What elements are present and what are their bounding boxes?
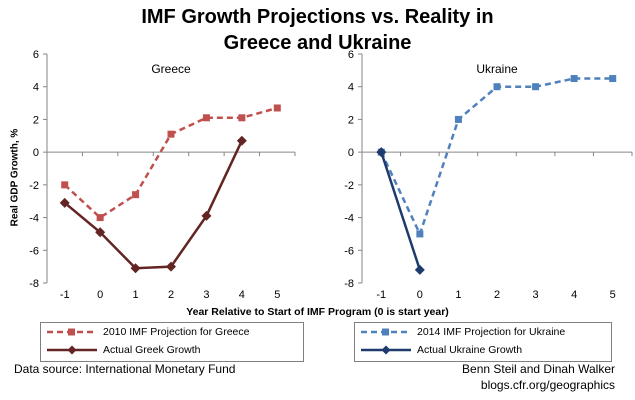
x-tick-label: 3 — [203, 289, 209, 301]
x-tick-label: 4 — [571, 289, 577, 301]
x-tick-label: 1 — [455, 289, 461, 301]
x-tick-label: 0 — [417, 289, 423, 301]
point-actual-ukraine — [414, 264, 425, 275]
dashed-square-line-icon — [47, 328, 97, 336]
x-axis-title: Year Relative to Start of IMF Program (0… — [186, 306, 449, 318]
x-tick-label: 3 — [533, 289, 539, 301]
point-projection-ukraine — [570, 75, 578, 83]
y-tick-label: 4 — [33, 82, 39, 94]
point-projection-ukraine — [493, 83, 501, 91]
solid-diamond-line-icon — [361, 345, 411, 355]
point-projection-greece — [132, 191, 140, 199]
chart-title-line-1: IMF Growth Projections vs. Reality in — [141, 6, 494, 28]
series-line-projection-greece — [63, 106, 278, 220]
ukraine-panel: -8 -6 -4 -2 0 2 4 6 -1 0 1 2 3 4 5 Ukraine — [344, 49, 633, 301]
y-tick-label: -4 — [29, 213, 39, 225]
y-tick-label: 4 — [348, 82, 354, 94]
point-actual-greece — [166, 261, 176, 272]
x-tick-label: 2 — [168, 289, 174, 301]
point-projection-ukraine — [609, 75, 617, 83]
legend-item-greece-actual: Actual Greek Growth — [41, 341, 303, 359]
x-tick-label: 0 — [97, 289, 103, 301]
site-credit: blogs.cfr.org/geographics — [480, 378, 615, 392]
legend-label-ukraine-actual: Actual Ukraine Growth — [417, 344, 523, 356]
y-tick-label: -8 — [29, 278, 39, 290]
y-tick-label: -4 — [344, 213, 354, 225]
y-tick-label: 6 — [348, 49, 354, 61]
authors-credit: Benn Steil and Dinah Walker — [462, 362, 615, 376]
dashed-square-line-icon — [361, 328, 411, 336]
point-actual-greece — [201, 210, 212, 221]
chart-title-line-2: Greece and Ukraine — [223, 32, 412, 54]
point-projection-ukraine — [454, 115, 462, 123]
series-line-actual-ukraine — [380, 151, 422, 271]
solid-diamond-line-icon — [47, 345, 97, 355]
legend-item-ukraine-projection: 2014 IMF Projection for Ukraine — [355, 323, 611, 341]
series-line-projection-ukraine — [380, 77, 613, 238]
point-projection-ukraine — [416, 230, 424, 238]
point-projection-greece — [238, 114, 246, 122]
y-tick-label: 0 — [348, 147, 354, 159]
point-actual-ukraine — [376, 147, 387, 158]
y-tick-label: -2 — [344, 180, 354, 192]
greece-legend: 2010 IMF Projection for Greece Actual Gr… — [40, 322, 304, 362]
point-projection-greece — [167, 130, 175, 138]
y-tick-label: 2 — [348, 114, 354, 126]
y-tick-label: 6 — [33, 49, 39, 61]
y-tick-label: 2 — [33, 114, 39, 126]
legend-label-ukraine-projection: 2014 IMF Projection for Ukraine — [417, 326, 566, 338]
x-tick-label: 4 — [239, 289, 245, 301]
x-tick-label: 5 — [274, 289, 280, 301]
x-tick-label: -1 — [60, 289, 70, 301]
point-projection-greece — [202, 114, 210, 122]
panel-title-greece: Greece — [151, 62, 191, 76]
point-projection-greece — [96, 214, 104, 222]
point-actual-greece — [130, 263, 141, 274]
y-tick-label: -2 — [29, 180, 39, 192]
y-tick-label: -8 — [344, 278, 354, 290]
x-tick-label: 1 — [133, 289, 139, 301]
x-tick-label: 2 — [494, 289, 500, 301]
point-actual-greece — [59, 197, 70, 208]
y-tick-label: -6 — [344, 245, 354, 257]
greece-panel: -8 -6 -4 -2 0 2 4 6 -1 0 1 2 3 4 5 Greece — [29, 49, 296, 301]
ukraine-legend: 2014 IMF Projection for Ukraine Actual U… — [354, 322, 612, 362]
x-tick-label: 5 — [610, 289, 616, 301]
legend-label-greece-projection: 2010 IMF Projection for Greece — [103, 326, 250, 338]
legend-item-ukraine-actual: Actual Ukraine Growth — [355, 341, 611, 359]
panel-title-ukraine: Ukraine — [476, 62, 518, 76]
point-projection-greece — [273, 104, 281, 112]
point-actual-greece — [236, 135, 247, 146]
y-axis-title: Real GDP Growth, % — [9, 128, 21, 227]
legend-item-greece-projection: 2010 IMF Projection for Greece — [41, 323, 303, 341]
series-line-actual-greece — [63, 140, 243, 270]
y-tick-label: 0 — [33, 147, 39, 159]
x-tick-label: -1 — [376, 289, 386, 301]
point-projection-greece — [61, 181, 69, 189]
point-projection-ukraine — [532, 83, 540, 91]
y-tick-label: -6 — [29, 245, 39, 257]
data-source-note: Data source: International Monetary Fund — [14, 362, 236, 376]
legend-label-greece-actual: Actual Greek Growth — [103, 344, 201, 356]
point-actual-greece — [95, 227, 106, 238]
